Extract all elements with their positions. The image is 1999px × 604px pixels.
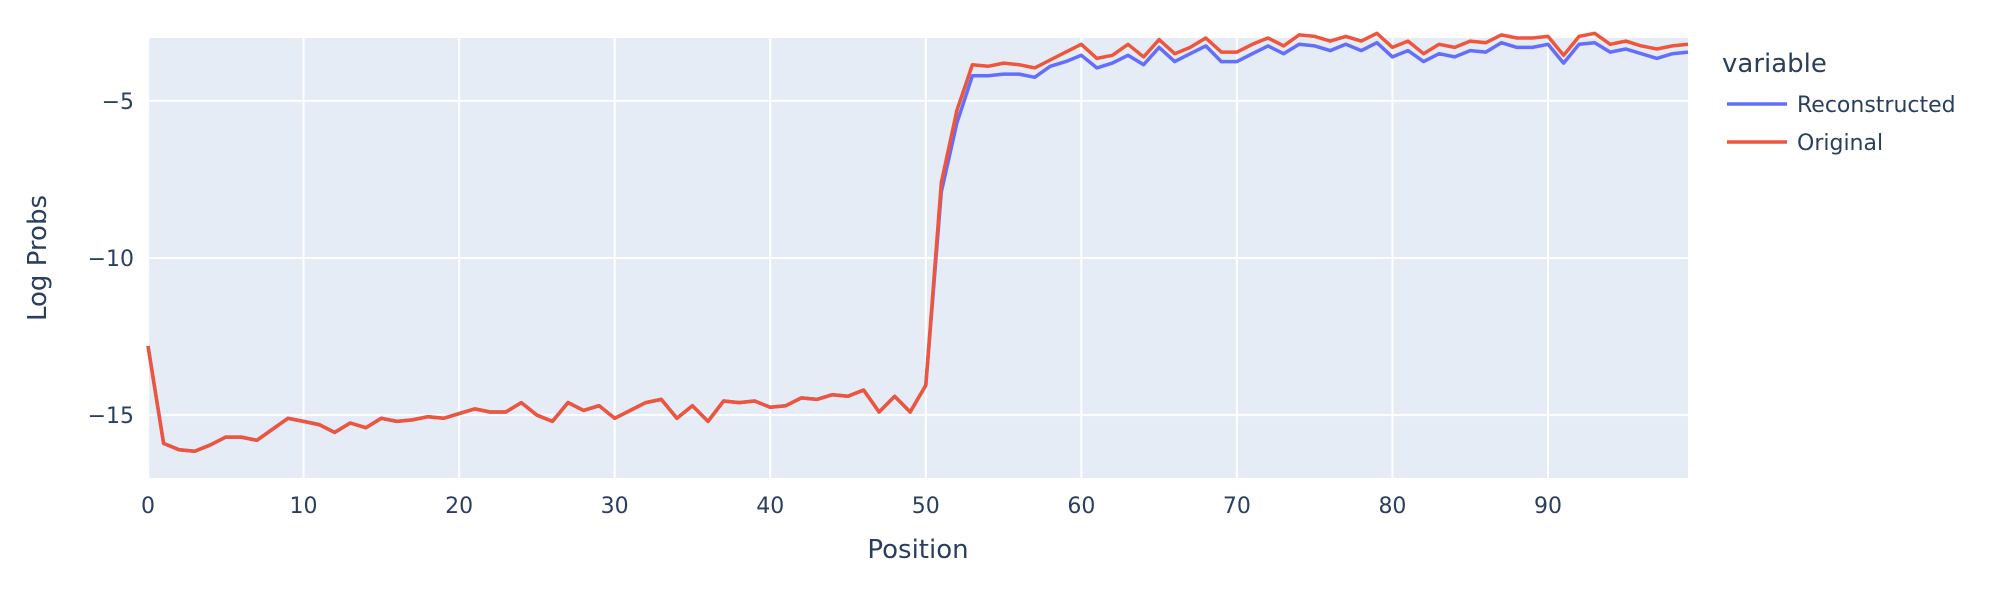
- x-tick-label: 80: [1378, 494, 1406, 519]
- x-tick-label: 40: [756, 494, 784, 519]
- x-tick-label: 10: [290, 494, 318, 519]
- legend-label-original: Original: [1797, 131, 1883, 156]
- y-tick-label: −5: [102, 90, 134, 115]
- x-tick-label: 50: [912, 494, 940, 519]
- x-axis-title: Position: [867, 535, 968, 565]
- y-tick-labels: −15 −10 −5: [88, 90, 134, 429]
- legend-items: Reconstructed Original: [1727, 93, 1956, 156]
- x-tick-label: 0: [141, 494, 155, 519]
- legend: variable Reconstructed Original: [1722, 49, 1956, 156]
- y-axis-title: Log Probs: [23, 195, 53, 321]
- y-tick-label: −15: [88, 404, 134, 429]
- x-tick-label: 20: [445, 494, 473, 519]
- x-tick-label: 90: [1534, 494, 1562, 519]
- series-line-original: [146, 31, 1689, 454]
- x-tick-label: 60: [1067, 494, 1095, 519]
- y-gridlines: [148, 99, 1688, 417]
- x-tick-label: 30: [601, 494, 629, 519]
- legend-label-reconstructed: Reconstructed: [1797, 93, 1956, 118]
- series-lines: [146, 31, 1689, 454]
- x-tick-label: 70: [1223, 494, 1251, 519]
- legend-title: variable: [1722, 49, 1827, 79]
- y-tick-label: −10: [88, 247, 134, 272]
- x-tick-labels: 0 10 20 30 40 50 60 70 80 90: [141, 494, 1562, 519]
